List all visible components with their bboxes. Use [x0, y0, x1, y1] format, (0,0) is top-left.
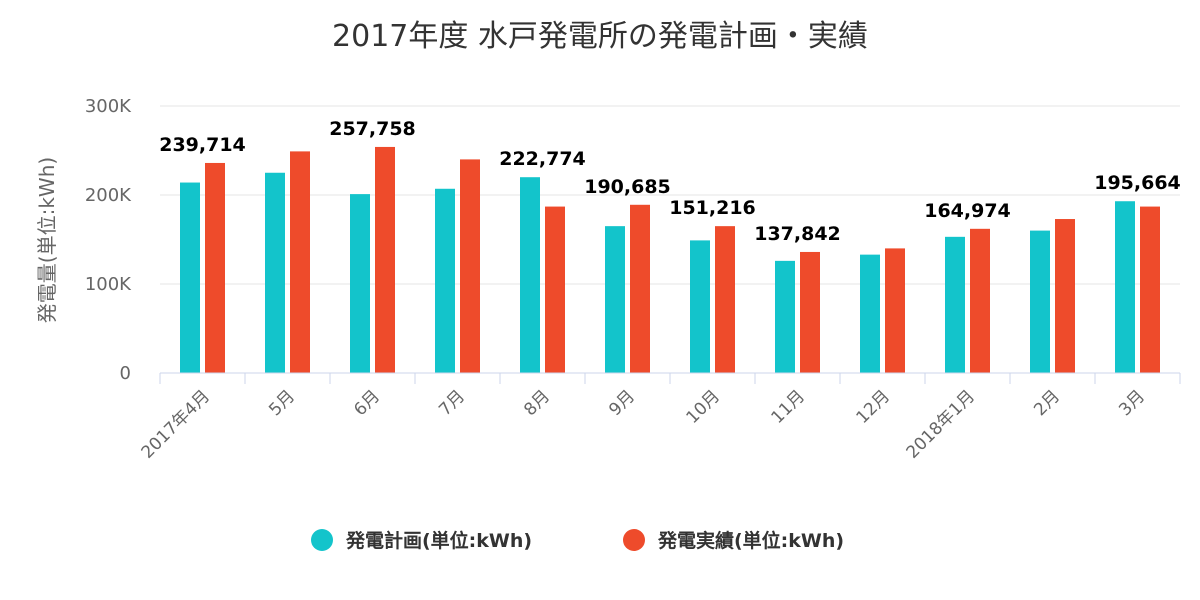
x-tick-label: 10月 — [683, 386, 724, 427]
bar-plan[interactable] — [265, 172, 285, 373]
y-axis-ticks: 0 100K 200K 300K — [85, 96, 132, 384]
bar-actual[interactable] — [630, 204, 650, 373]
bar-plan[interactable] — [945, 236, 965, 373]
bar-plan[interactable] — [350, 194, 370, 373]
data-label: 195,664 — [1094, 172, 1181, 194]
y-tick-label: 300K — [85, 96, 132, 117]
bar-actual[interactable] — [545, 206, 565, 373]
bar-actual[interactable] — [800, 251, 820, 373]
x-tick-label: 11月 — [768, 386, 809, 427]
bar-plan[interactable] — [180, 182, 200, 373]
bar-actual[interactable] — [1140, 206, 1160, 373]
bar-actual[interactable] — [885, 248, 905, 373]
y-axis-label: 発電量(単位:kWh) — [35, 157, 59, 323]
bar-plan[interactable] — [775, 260, 795, 373]
bars — [180, 146, 1160, 373]
legend-label: 発電計画(単位:kWh) — [345, 529, 532, 552]
data-label: 151,216 — [669, 197, 756, 219]
legend-marker — [311, 529, 333, 551]
y-tick-label: 0 — [120, 363, 131, 384]
x-tick-label: 7月 — [435, 386, 469, 420]
bar-actual[interactable] — [1055, 219, 1075, 373]
x-tick-label: 5月 — [265, 386, 299, 420]
data-label: 190,685 — [584, 176, 671, 198]
chart-title: 2017年度 水戸発電所の発電計画・実績 — [332, 19, 868, 54]
x-tick-label: 2017年4月 — [138, 386, 214, 462]
legend[interactable]: 発電計画(単位:kWh) 発電実績(単位:kWh) — [311, 529, 844, 552]
bar-plan[interactable] — [1115, 201, 1135, 373]
legend-marker — [623, 529, 645, 551]
grid-lines — [160, 105, 1180, 285]
bar-plan[interactable] — [605, 226, 625, 373]
legend-label: 発電実績(単位:kWh) — [657, 529, 844, 552]
x-tick-label: 12月 — [853, 386, 894, 427]
legend-item-actual[interactable]: 発電実績(単位:kWh) — [623, 529, 844, 552]
x-tick-label: 8月 — [520, 386, 554, 420]
bar-plan[interactable] — [690, 240, 710, 373]
bar-plan[interactable] — [520, 177, 540, 373]
y-tick-label: 100K — [85, 274, 132, 295]
bar-plan[interactable] — [435, 188, 455, 373]
x-axis: 2017年4月 5月 6月 7月 8月 9月 10月 11月 12月 2018年1月 2月 3月 — [138, 372, 1181, 463]
bar-actual[interactable] — [715, 226, 735, 373]
bar-actual[interactable] — [970, 228, 990, 373]
bar-actual[interactable] — [460, 159, 480, 373]
data-label: 137,842 — [754, 223, 841, 245]
legend-item-plan[interactable]: 発電計画(単位:kWh) — [311, 529, 532, 552]
bar-actual[interactable] — [290, 151, 310, 373]
bar-actual[interactable] — [205, 162, 225, 373]
y-tick-label: 200K — [85, 185, 132, 206]
x-tick-label: 2018年1月 — [903, 386, 979, 462]
data-label: 257,758 — [329, 118, 416, 140]
bar-plan[interactable] — [1030, 230, 1050, 373]
bar-plan[interactable] — [860, 254, 880, 373]
data-label: 239,714 — [159, 134, 246, 156]
x-tick-label: 2月 — [1030, 386, 1064, 420]
x-tick-label: 9月 — [605, 386, 639, 420]
x-tick-label: 6月 — [350, 386, 384, 420]
bar-actual[interactable] — [375, 146, 395, 373]
data-label: 222,774 — [499, 148, 586, 170]
x-tick-label: 3月 — [1115, 386, 1149, 420]
data-label: 164,974 — [924, 200, 1011, 222]
